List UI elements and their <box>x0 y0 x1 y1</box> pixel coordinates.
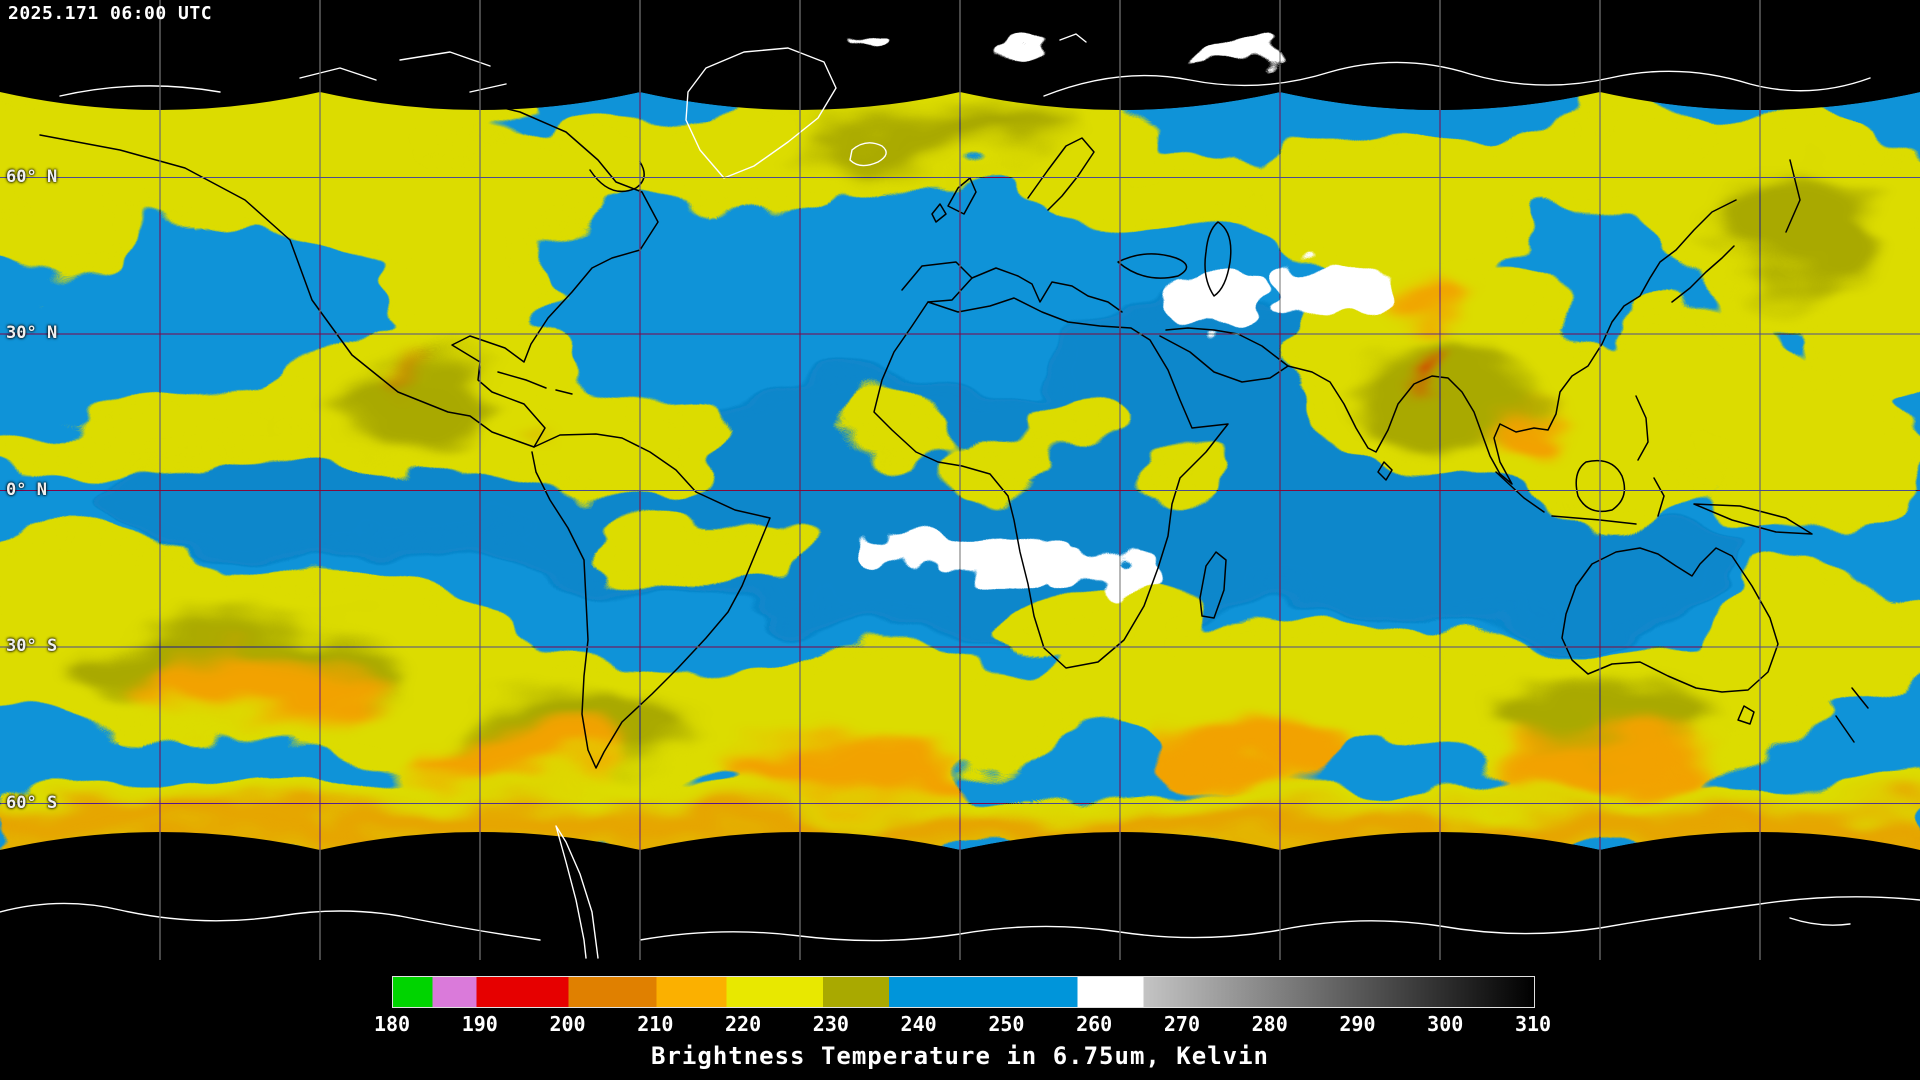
colorbar-ticks: 180 190 200 210 220 230 240 250 260 270 280 290 300 3… <box>374 1012 1551 1038</box>
latitude-label: 30° N <box>6 323 58 343</box>
latitude-label: 0° N <box>6 479 47 500</box>
colorbar-tick-label: 240 <box>900 1012 937 1036</box>
colorbar-tick-label: 230 <box>812 1012 849 1036</box>
colorbar-tick-label: 250 <box>988 1012 1025 1036</box>
colorbar-gradient <box>393 977 1534 1007</box>
colorbar-tick-label: 210 <box>637 1012 674 1036</box>
map-area: 2025.171 06:00 UTC 60° N 30° N 0° N 30° S 60… <box>0 0 1920 960</box>
colorbar-tick-label: 220 <box>725 1012 762 1036</box>
colorbar-tick-label: 280 <box>1251 1012 1288 1036</box>
colorbar-tick-label: 310 <box>1514 1012 1552 1036</box>
colorbar-tick-label: 270 <box>1163 1012 1200 1036</box>
latitude-label: 30° S <box>6 636 58 656</box>
colorbar-caption: Brightness Temperature in 6.75um, Kelvin <box>651 1042 1269 1070</box>
colorbar-tick-label: 190 <box>461 1012 498 1036</box>
latitude-label: 60° N <box>6 166 58 187</box>
colorbar-tick-label: 200 <box>549 1012 586 1036</box>
legend-area: 180 190 200 210 220 230 240 250 260 270 280 290 300 3… <box>0 960 1920 1080</box>
cloud-layer <box>850 34 1390 588</box>
colorbar-tick-label: 290 <box>1339 1012 1376 1036</box>
colorbar-tick-label: 180 <box>373 1012 411 1036</box>
colorbar-tick-label: 300 <box>1427 1012 1464 1036</box>
graticule <box>0 0 1920 960</box>
map-svg <box>0 0 1920 960</box>
colorbar <box>392 976 1535 1008</box>
timestamp: 2025.171 06:00 UTC <box>8 3 213 24</box>
colorbar-tick-label: 260 <box>1076 1012 1113 1036</box>
latitude-label: 60° S <box>6 792 58 813</box>
